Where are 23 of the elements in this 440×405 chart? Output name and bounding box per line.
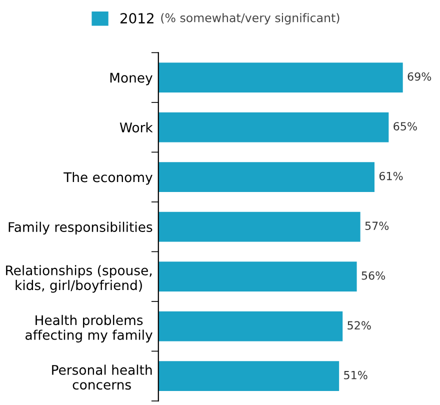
bar: [158, 62, 403, 92]
chart-subtitle: (% somewhat/very significant): [161, 13, 340, 25]
bar: [158, 162, 375, 192]
bar: [158, 311, 343, 342]
legend-label: 2012: [120, 13, 154, 24]
y-tick-label: Personal health concerns: [52, 364, 152, 390]
bar: [158, 112, 389, 142]
y-tick-label: Work: [120, 122, 153, 132]
y-tick-label: Relationships (spouse, kids, girl/boyfriend): [6, 265, 152, 293]
y-tick-label: Family responsibilities: [8, 222, 152, 235]
y-tick-label: The economy: [64, 172, 152, 185]
data-label: 51%: [344, 370, 368, 380]
data-label: 65%: [394, 122, 417, 131]
data-label: 52%: [348, 321, 371, 330]
data-label: 56%: [362, 271, 386, 280]
data-label: 61%: [379, 172, 403, 180]
y-tick-label: Health problems affecting my family: [26, 314, 152, 342]
bar: [158, 262, 357, 292]
y-tick-label: Money: [110, 72, 152, 86]
data-label: 69%: [408, 72, 432, 81]
data-label: 57%: [365, 222, 389, 230]
bar: [158, 361, 340, 391]
bar: [158, 212, 360, 242]
